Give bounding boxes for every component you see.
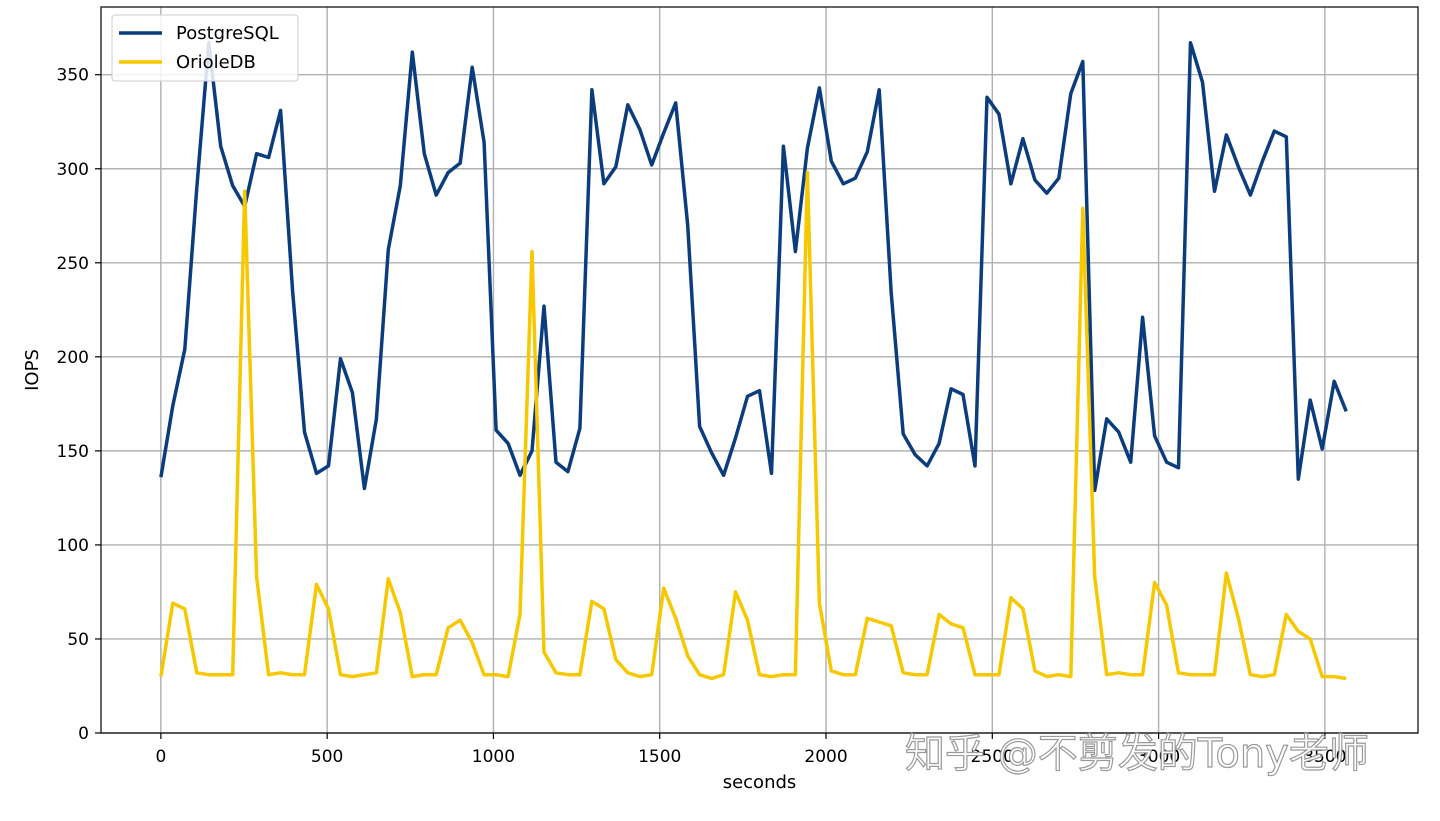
y-tick-label: 100 [57,536,89,556]
grid [101,7,1418,734]
legend: PostgreSQL OrioleDB [111,14,299,82]
y-axis-label: IOPS [22,349,43,391]
x-axis-ticks: 0 500 1000 1500 2000 2500 3000 3500 [155,733,1347,767]
y-tick-label: 150 [57,442,89,462]
y-tick-label: 50 [67,630,89,650]
watermark-text: 知乎 @不剪发的Tony老师 [905,731,1369,777]
x-tick-label: 0 [155,747,166,767]
series-lines [159,40,1348,681]
x-tick-label: 3000 [1137,747,1180,767]
y-tick-label: 0 [78,724,89,744]
series-line-postgresql [159,40,1348,493]
legend-label-postgresql: PostgreSQL [176,23,279,44]
y-tick-label: 200 [57,348,89,368]
x-tick-label: 3500 [1303,747,1346,767]
y-tick-label: 250 [57,254,89,274]
y-axis-ticks: 0 50 100 150 200 250 300 350 [57,66,101,744]
x-tick-label: 2500 [971,747,1014,767]
y-tick-label: 350 [57,66,89,86]
x-tick-label: 1000 [472,747,515,767]
x-tick-label: 500 [311,747,343,767]
x-tick-label: 1500 [638,747,681,767]
x-axis-label: seconds [723,772,797,793]
y-tick-label: 300 [57,160,89,180]
legend-label-orioledb: OrioleDB [176,52,256,73]
series-line-orioledb [159,170,1347,681]
plot-frame [100,6,1419,734]
x-tick-label: 2000 [804,747,847,767]
